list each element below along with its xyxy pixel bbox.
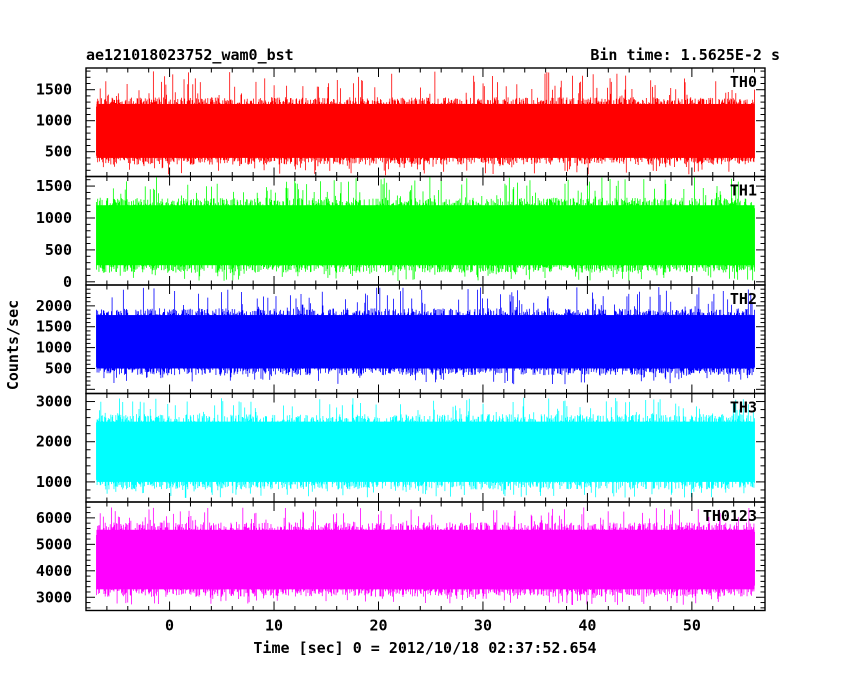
series-th1-line bbox=[96, 177, 755, 281]
y-tick-label: 2000 bbox=[36, 297, 72, 315]
panel-label-th1: TH1 bbox=[730, 182, 757, 200]
y-tick-label: 4000 bbox=[36, 562, 72, 580]
x-tick-label: 50 bbox=[683, 617, 701, 635]
series-th3-line bbox=[96, 397, 755, 498]
panels-group: 500 1000 1500 TH0 0 500 1000 1500 TH1 500 1000 1500… bbox=[36, 67, 766, 612]
y-tick-label: 1000 bbox=[36, 112, 72, 130]
series-th2-line bbox=[96, 287, 755, 385]
series-th0123-line bbox=[96, 507, 755, 605]
y-tick-label: 500 bbox=[45, 143, 72, 161]
y-tick-label: 5000 bbox=[36, 535, 72, 553]
y-tick-label: 500 bbox=[45, 241, 72, 259]
y-tick-label: 1000 bbox=[36, 339, 72, 357]
y-tick-label: 1000 bbox=[36, 473, 72, 491]
x-tick-label: 10 bbox=[265, 617, 283, 635]
y-axis-label: Counts/sec bbox=[4, 300, 22, 390]
panel-label-th3: TH3 bbox=[730, 399, 757, 417]
panel-th0: 500 1000 1500 TH0 bbox=[36, 67, 766, 178]
panel-th2: 500 1000 1500 2000 TH2 bbox=[36, 284, 766, 395]
figure-title-left: ae121018023752_wam0_bst bbox=[86, 46, 294, 64]
panel-th0123: 3000 4000 5000 6000 TH0123 bbox=[36, 501, 766, 612]
y-tick-label: 1000 bbox=[36, 209, 72, 227]
x-tick-label: 30 bbox=[474, 617, 492, 635]
figure-title-right: Bin time: 1.5625E-2 s bbox=[590, 46, 780, 64]
panel-label-th0123: TH0123 bbox=[703, 507, 757, 525]
panel-label-th2: TH2 bbox=[730, 290, 757, 308]
y-tick-label: 3000 bbox=[36, 588, 72, 606]
series-th0-line bbox=[96, 71, 755, 176]
y-tick-label: 1500 bbox=[36, 81, 72, 99]
y-tick-label: 1500 bbox=[36, 318, 72, 336]
x-tick-label: 20 bbox=[369, 617, 387, 635]
y-tick-label: 3000 bbox=[36, 393, 72, 411]
x-tick-label: 40 bbox=[578, 617, 596, 635]
y-tick-label: 500 bbox=[45, 359, 72, 377]
y-tick-label: 1500 bbox=[36, 177, 72, 195]
y-tick-label: 0 bbox=[63, 273, 72, 291]
x-axis-label: Time [sec] 0 = 2012/10/18 02:37:52.654 bbox=[253, 639, 596, 657]
panel-label-th0: TH0 bbox=[730, 73, 757, 91]
y-tick-label: 6000 bbox=[36, 509, 72, 527]
x-axis: 0 10 20 30 40 50 bbox=[165, 617, 701, 635]
panel-th1: 0 500 1000 1500 TH1 bbox=[36, 175, 766, 291]
panel-th3: 1000 2000 3000 TH3 bbox=[36, 393, 766, 503]
panel-frame bbox=[85, 501, 766, 612]
x-tick-label: 0 bbox=[165, 617, 174, 635]
y-tick-label: 2000 bbox=[36, 433, 72, 451]
